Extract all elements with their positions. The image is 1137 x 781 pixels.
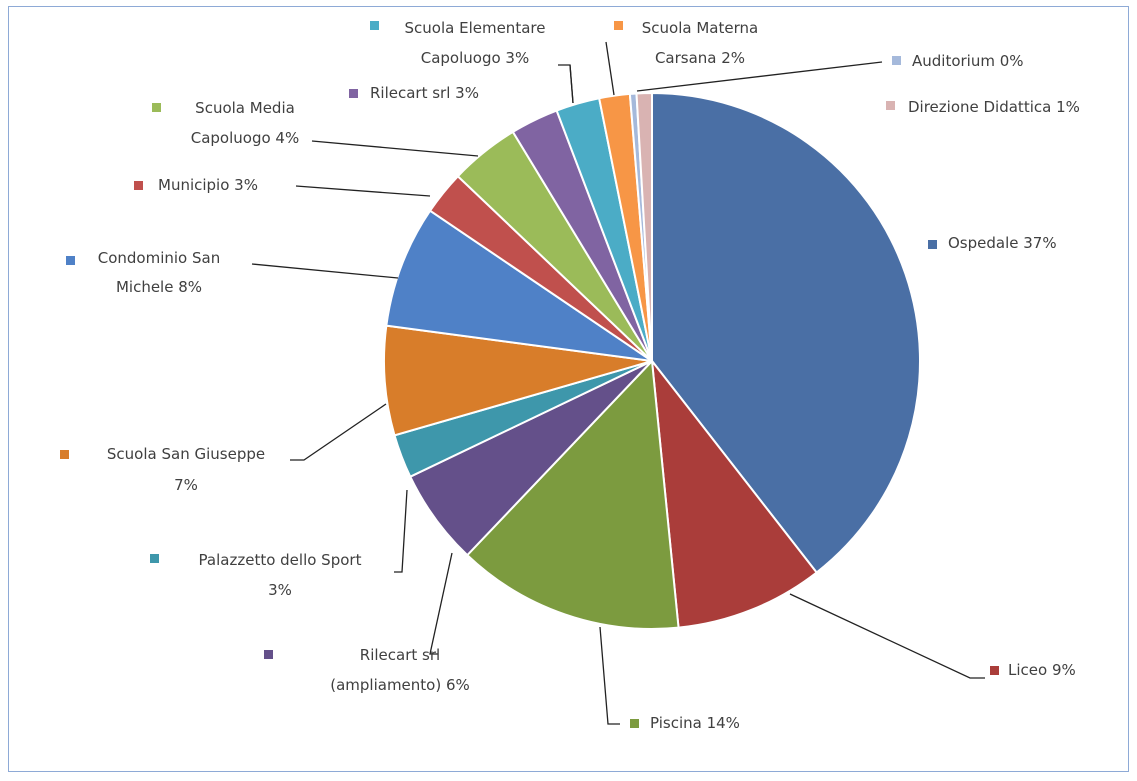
data-label-rilecart-srl: Rilecart srl 3% [370,84,479,102]
leader-line-scuola-materna-carsana [606,42,614,95]
leader-line-condominio-san-michele [252,264,398,278]
data-label-ospedale: Ospedale 37% [948,234,1057,252]
legend-swatch-scuola-elementare-capoluogo [370,21,379,30]
data-label-auditorium: Auditorium 0% [912,52,1024,70]
data-label-palazzetto-dello-sport: Palazzetto dello Sport 3% [199,551,362,599]
data-label-direzione-didattica: Direzione Didattica 1% [908,98,1080,116]
legend-swatch-condominio-san-michele [66,256,75,265]
leader-line-rilecart-srl-ampliamento [430,553,452,654]
legend-swatch-rilecart-srl [349,89,358,98]
data-label-liceo: Liceo 9% [1008,661,1076,679]
legend-swatch-liceo [990,666,999,675]
leader-line-scuola-san-giuseppe [290,404,386,460]
data-label-scuola-san-giuseppe: Scuola San Giuseppe 7% [107,445,265,494]
legend-swatch-scuola-materna-carsana [614,21,623,30]
legend-swatch-municipio [134,181,143,190]
legend-swatch-ospedale [928,240,937,249]
data-label-municipio: Municipio 3% [158,176,258,194]
data-label-scuola-elementare-capoluogo: Scuola Elementare Capoluogo 3% [405,19,546,67]
data-label-piscina: Piscina 14% [650,714,740,732]
leader-line-scuola-media-capoluogo [312,141,478,156]
leader-line-palazzetto-dello-sport [394,490,407,572]
data-label-scuola-materna-carsana: Scuola Materna Carsana 2% [642,19,758,67]
legend-swatch-rilecart-srl-ampliamento [264,650,273,659]
legend-swatch-scuola-san-giuseppe [60,450,69,459]
leader-line-liceo [790,594,985,678]
leader-line-municipio [296,186,430,196]
legend-swatch-direzione-didattica [886,101,895,110]
legend-swatch-piscina [630,719,639,728]
leader-line-scuola-elementare-capoluogo [570,65,573,103]
legend-swatch-auditorium [892,56,901,65]
data-label-scuola-media-capoluogo: Scuola Media Capoluogo 4% [191,99,299,147]
data-label-rilecart-srl-ampliamento: Rilecart srl (ampliamento) 6% [330,646,470,694]
legend-swatch-palazzetto-dello-sport [150,554,159,563]
legend-swatch-scuola-media-capoluogo [152,103,161,112]
data-label-condominio-san-michele: Condominio San Michele 8% [98,249,220,296]
leader-line-piscina [600,627,620,724]
